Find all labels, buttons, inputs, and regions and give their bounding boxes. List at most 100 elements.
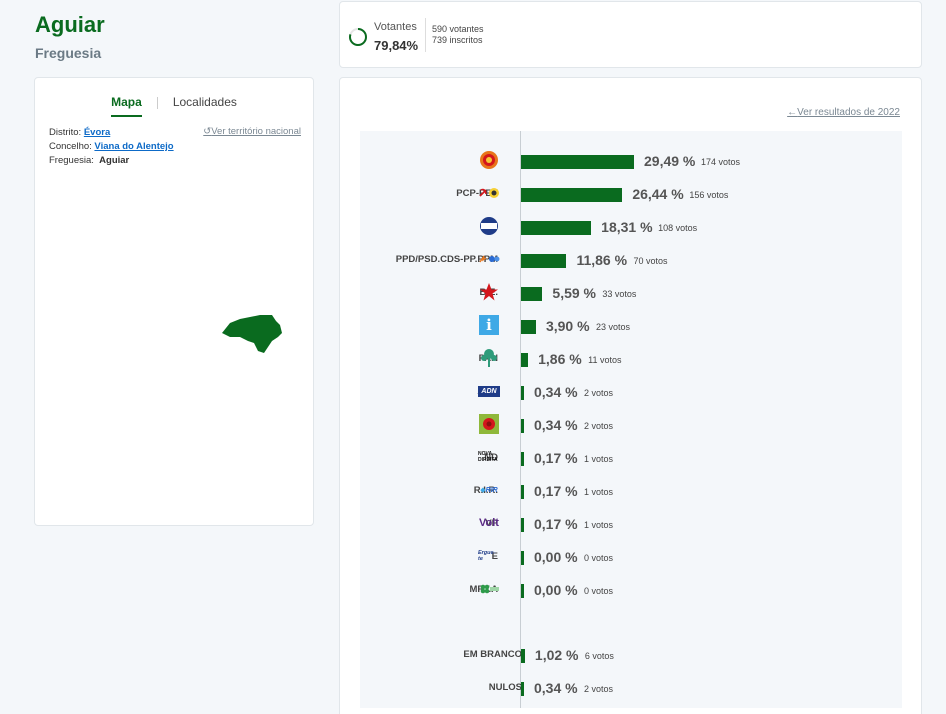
freguesia-map-shape[interactable] (220, 313, 284, 357)
distrito-label: Distrito: (49, 127, 82, 138)
votantes-percent: 79,84% (374, 38, 419, 53)
party-logo-icon: NOVA DIREITA (478, 451, 498, 463)
page-subtitle: Freguesia (35, 45, 102, 61)
result-row: E Ergue-te 0,00 % 0 votos (360, 545, 902, 569)
party-name: EM BRANCO (463, 649, 522, 660)
party-name: ND (484, 452, 498, 463)
result-bar (521, 221, 592, 235)
result-row: NULOS 0,34 % 2 votos (360, 676, 902, 700)
party-name: PCP-PEV (456, 188, 498, 199)
turnout-ring-icon (349, 28, 367, 46)
party-logo-icon (478, 215, 500, 237)
result-percent: 1,02 % (534, 647, 579, 663)
result-bar (521, 386, 524, 400)
result-row: MPT.A0,00 %0 votos (360, 578, 902, 602)
result-row: R.I.R. ◆RIR 0,17 % 1 votos (360, 479, 902, 503)
national-territory-link[interactable]: ↺Ver território nacional (203, 126, 301, 137)
result-bar (521, 584, 524, 598)
result-row: PAN1,86 %11 votos (360, 347, 902, 371)
tab-localidades[interactable]: Localidades (172, 95, 237, 109)
tab-separator (156, 96, 158, 109)
result-percent: 0,17 % (534, 450, 578, 466)
result-bar (521, 188, 623, 202)
previous-results-link[interactable]: ←Ver resultados de 2022 (787, 107, 900, 118)
party-logo-icon (478, 149, 500, 171)
result-bar (521, 254, 567, 268)
result-votes: 1 votos (584, 454, 614, 464)
result-row: EM BRANCO 1,02 % 6 votos (360, 643, 902, 667)
freguesia-value: Aguiar (99, 155, 130, 166)
result-bar (521, 682, 524, 696)
result-row: ADNADN0,34 %2 votos (360, 380, 902, 404)
result-bar (521, 353, 529, 367)
party-logo-icon (478, 281, 500, 303)
votantes-panel: Votantes 79,84% 590 votantes 739 inscrit… (339, 1, 922, 68)
party-logo-icon (478, 182, 500, 204)
party-logo-icon: ADN (478, 380, 500, 402)
chart-axis (520, 131, 521, 708)
party-name: E (491, 551, 498, 562)
result-bar (521, 649, 525, 663)
party-name: NULOS (488, 682, 522, 693)
result-row: PCP-PEV 26,44 % 156 votos (360, 182, 902, 206)
previous-results-label: Ver resultados de 2022 (797, 107, 900, 118)
national-link-label: Ver território nacional (211, 126, 301, 137)
distrito-link[interactable]: Évora (83, 127, 111, 138)
result-bar (521, 155, 634, 169)
result-row: ND NOVA DIREITA 0,17 % 1 votos (360, 446, 902, 470)
result-bar (521, 419, 524, 433)
result-votes: 156 votos (689, 190, 729, 200)
registered-count: 739 inscritos (432, 35, 483, 45)
result-bar (521, 320, 536, 334)
result-percent: 1,86 % (538, 351, 582, 367)
result-row: L0,34 %2 votos (360, 413, 902, 437)
result-row: VP Volt 0,17 % 1 votos (360, 512, 902, 536)
result-bar (521, 518, 524, 532)
result-percent: 29,49 % (644, 153, 696, 169)
result-percent: 0,34 % (534, 384, 578, 400)
party-logo-icon: Ergue-te (478, 550, 496, 562)
result-votes: 0 votos (584, 553, 614, 563)
party-logo-icon (478, 578, 500, 600)
concelho-label: Concelho: (49, 141, 92, 152)
result-votes: 23 votos (595, 322, 630, 332)
party-logo-icon: ◆RIR (480, 487, 498, 494)
result-row: PPD/PSD.CDS-PP.PPM 11,86 % 70 votos (360, 248, 902, 272)
result-percent: 0,00 % (534, 549, 578, 565)
freguesia-label: Freguesia: (49, 155, 94, 166)
result-votes: 0 votos (584, 586, 614, 596)
party-name: PPD/PSD.CDS-PP.PPM (395, 254, 498, 265)
result-row: ILi3,90 %23 votos (360, 314, 902, 338)
result-votes: 108 votos (658, 223, 698, 233)
result-votes: 1 votos (584, 487, 614, 497)
votantes-divider (425, 18, 426, 52)
result-votes: 6 votos (584, 651, 614, 661)
result-percent: 0,00 % (534, 582, 578, 598)
party-name: R.I.R. (473, 485, 498, 496)
result-bar (521, 287, 543, 301)
concelho-link[interactable]: Viana do Alentejo (94, 141, 174, 152)
result-row: B.E.5,59 %33 votos (360, 281, 902, 305)
result-percent: 5,59 % (552, 285, 596, 301)
result-votes: 2 votos (584, 388, 614, 398)
tab-mapa[interactable]: Mapa (96, 95, 157, 117)
result-bar (521, 485, 524, 499)
party-logo-icon (478, 347, 500, 369)
result-percent: 0,17 % (534, 483, 578, 499)
result-votes: 70 votos (633, 256, 668, 266)
result-percent: 18,31 % (601, 219, 653, 235)
result-votes: 11 votos (588, 355, 622, 365)
undo-icon: ↺ (203, 126, 212, 137)
result-percent: 0,17 % (534, 516, 578, 532)
result-votes: 1 votos (584, 520, 614, 530)
party-logo-icon: i (478, 314, 500, 336)
result-bar (521, 452, 524, 466)
result-percent: 3,90 % (545, 318, 590, 334)
result-bar (521, 551, 524, 565)
party-logo-icon: Volt (479, 517, 499, 529)
page-title: Aguiar (35, 12, 105, 37)
result-votes: 2 votos (584, 684, 614, 694)
result-row: CH18,31 %108 votos (360, 215, 902, 239)
voters-count: 590 votantes (432, 24, 484, 34)
